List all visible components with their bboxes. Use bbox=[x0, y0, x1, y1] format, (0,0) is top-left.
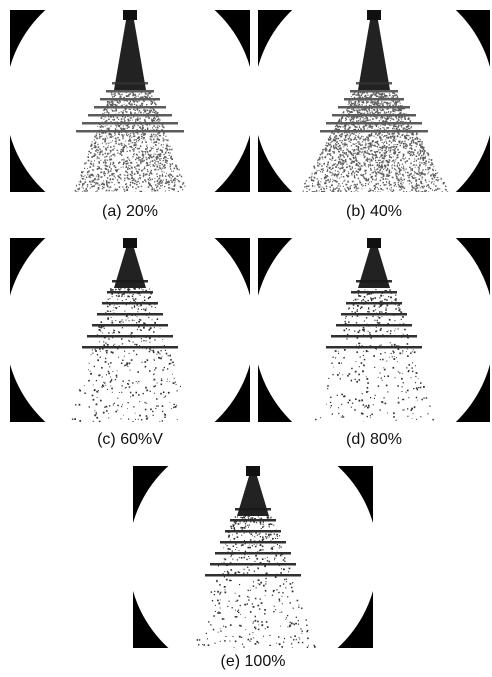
caption: (b) 40% bbox=[346, 203, 402, 220]
nozzle bbox=[246, 466, 260, 476]
photo-panel: (a) 20% bbox=[5, 0, 255, 225]
nozzle bbox=[123, 10, 137, 20]
caption: (a) 20% bbox=[102, 203, 158, 220]
caption: (d) 80% bbox=[346, 431, 402, 448]
nozzle bbox=[367, 238, 381, 248]
photo-panel: (c) 60%V bbox=[5, 205, 255, 455]
nozzle bbox=[123, 238, 137, 248]
photo-panel: (d) 80% bbox=[253, 205, 492, 455]
figure: (a) 20% (b) 40% (c) 60%V (d) 80% (e) 100% bbox=[0, 0, 492, 677]
nozzle bbox=[367, 10, 381, 20]
caption: (e) 100% bbox=[221, 653, 286, 670]
photo-panel: (b) 40% bbox=[253, 0, 492, 225]
photo-panel: (e) 100% bbox=[128, 433, 378, 677]
caption: (c) 60%V bbox=[97, 431, 163, 448]
